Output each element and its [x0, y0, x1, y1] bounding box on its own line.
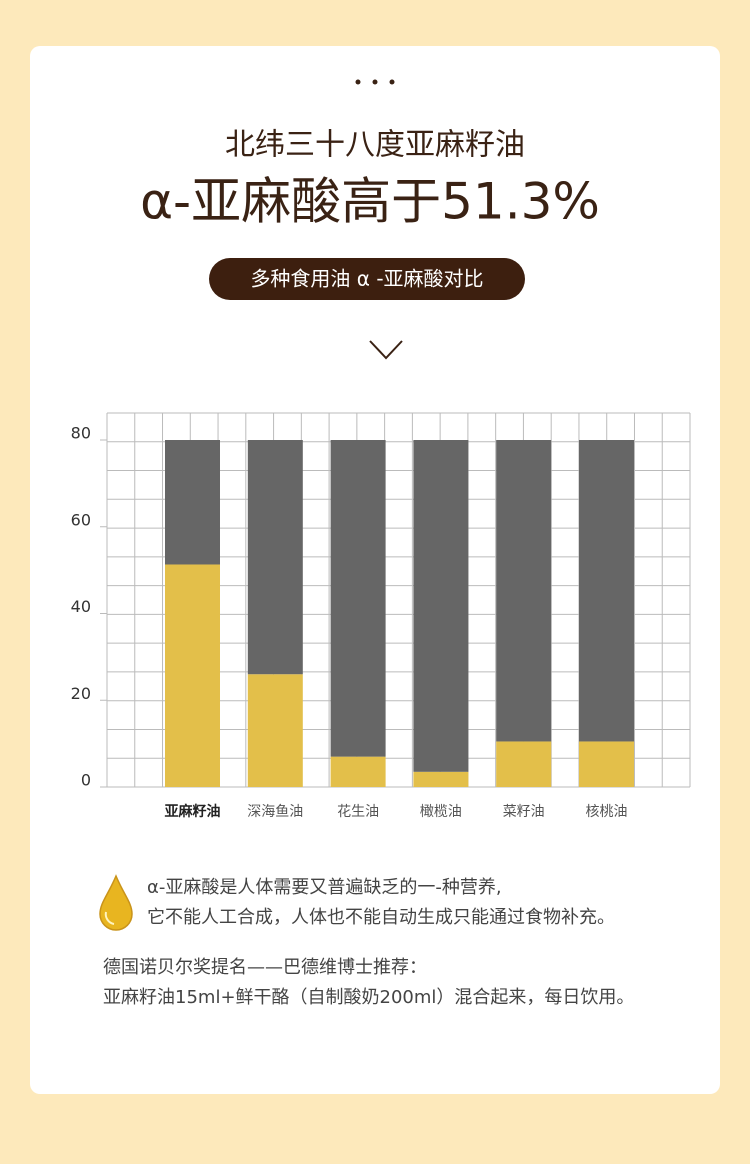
badge	[209, 258, 525, 300]
bar	[413, 440, 469, 772]
x-tick-label: 橄榄油	[420, 804, 462, 820]
note-line: 德国诺贝尔奖提名——巴德维博士推荐：	[103, 957, 427, 978]
x-tick-label: 菜籽油	[503, 804, 545, 820]
badge-text: 多种食用油 α -亚麻酸对比	[250, 267, 483, 291]
bar	[579, 741, 634, 787]
y-tick-label: 20	[71, 684, 91, 703]
bar	[247, 674, 303, 787]
dots	[355, 79, 395, 85]
bar	[496, 741, 552, 787]
oil-drop	[99, 874, 133, 931]
bar	[165, 564, 220, 787]
note-line: α-亚麻酸是人体需要又普遍缺乏的一-种营养,	[147, 877, 502, 898]
y-tick-label: 60	[71, 510, 91, 529]
x-tick-label: 核桃油	[586, 804, 628, 820]
bar	[579, 440, 634, 742]
bar	[247, 440, 303, 675]
bar	[496, 440, 552, 742]
y-tick-label: 80	[71, 424, 91, 443]
note-line: 亚麻籽油15ml+鲜干酪（自制酸奶200ml）混合起来，每日饮用。	[103, 987, 634, 1008]
bar	[413, 771, 469, 787]
bar	[330, 756, 386, 787]
bar	[165, 440, 220, 565]
title: 北纬三十八度亚麻籽油	[225, 128, 525, 163]
chart: 0 20 40 60 80 亚麻籽油 深海鱼油 花生油 橄榄油 菜籽油 核桃油	[71, 412, 691, 820]
headline: α-亚麻酸高于51.3%	[140, 173, 600, 231]
x-tick-label: 深海鱼油	[247, 803, 303, 820]
note-line: 它不能人工合成，人体也不能自动生成只能通过食物补充。	[147, 907, 615, 928]
x-tick-label: 亚麻籽油	[165, 803, 221, 820]
chevron	[369, 340, 403, 360]
bar	[330, 440, 386, 757]
y-tick-label: 0	[81, 771, 91, 790]
x-tick-label: 花生油	[337, 804, 379, 820]
y-tick-label: 40	[71, 597, 91, 616]
